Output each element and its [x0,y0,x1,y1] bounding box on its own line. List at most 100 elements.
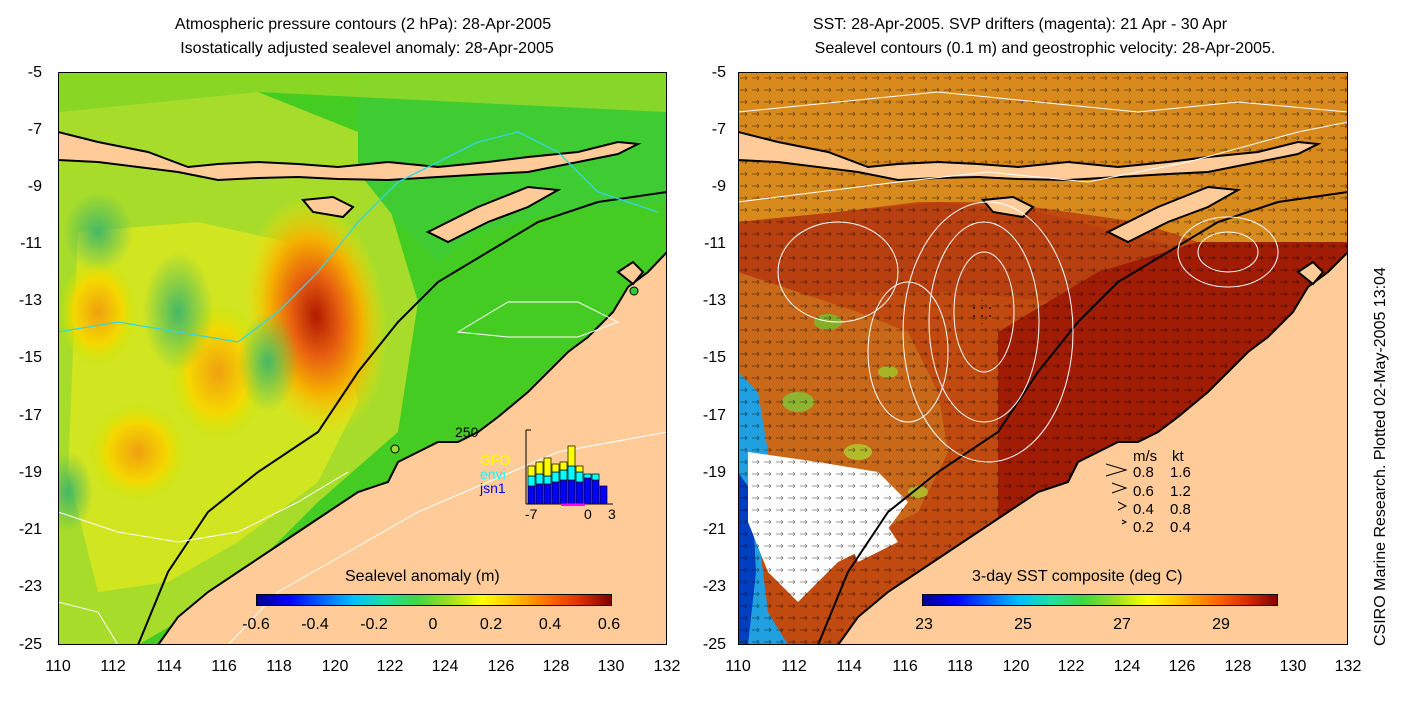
tanimbar-island-right [1296,260,1325,286]
right-colorbar-title: 3-day SST composite (deg C) [972,568,1183,585]
left-x-tick: 116 [211,658,237,675]
right-y-tick: -25 [702,636,726,653]
inset-legend-jsn1: jsn1 [480,480,506,496]
left-x-tick: 110 [45,658,71,675]
australia-land [156,250,667,645]
left-y-tick: -7 [27,121,42,138]
left-x-tick: 118 [266,658,292,675]
velocity-legend-kt: 0.8 [1170,501,1191,518]
inset-x-label-zero: 0 [584,506,592,522]
right-x-tick: 126 [1168,658,1196,675]
right-x-tick: 118 [947,658,973,675]
velocity-legend-kt: 0.4 [1170,519,1191,536]
shelf-edge-contour [137,191,667,645]
right-title-line2: Sealevel contours (0.1 m) and geostrophi… [814,40,1276,57]
inset-x-label-max: 3 [608,506,616,522]
left-y-tick: -13 [18,292,42,309]
left-map [58,72,667,645]
right-y-tick: -11 [704,235,726,252]
left-x-tick: 130 [597,658,625,675]
left-x-tick: 126 [487,658,515,675]
left-title-line2: Isostatically adjusted sealevel anomaly:… [180,40,554,57]
right-y-tick: -17 [702,407,726,424]
left-y-tick: -15 [18,349,42,366]
left-y-tick: -23 [18,578,42,595]
inset-ymax-label: 250 [455,424,479,440]
right-x-tick: 132 [1334,658,1362,675]
right-map [738,72,1348,645]
left-x-tick: 122 [376,658,404,675]
right-x-tick: 130 [1279,658,1307,675]
right-y-tick: -7 [711,121,726,138]
left-y-tick: -17 [18,407,42,424]
right-x-tick: 122 [1057,658,1085,675]
cool-blob-3 [238,312,298,412]
right-y-tick: -15 [702,349,726,366]
cool-blob-2 [143,252,213,372]
right-colorbar-tick: 27 [1113,616,1131,633]
timor-island [425,185,562,244]
java-nusa-tenggara-right [738,130,1322,182]
velocity-legend-header-ms: m/s [1133,448,1158,465]
histogram-bars [527,445,608,505]
left-colorbar-tick: 0.2 [479,616,503,633]
velocity-legend-kt: 1.6 [1170,464,1191,481]
left-x-tick: 128 [542,658,570,675]
velocity-legend-header-kt: kt [1172,448,1184,465]
right-y-tick: -21 [702,521,726,538]
left-colorbar-tick: 0.6 [597,616,621,633]
right-y-tick: -19 [702,464,726,481]
sumba-island [301,195,355,219]
left-y-tick: -11 [20,235,42,252]
timor-island-right [1105,185,1242,244]
left-colorbar [256,594,612,606]
inset-legend-envi: envi [480,466,506,482]
inset-legend-gfo: GFO [480,452,511,468]
left-colorbar-tick: 0.4 [538,616,562,633]
left-x-tick: 112 [100,658,126,675]
right-x-tick: 120 [1002,658,1030,675]
velocity-legend-ms: 0.8 [1133,464,1154,481]
side-credit: CSIRO Marine Research. Plotted 02-May-20… [1372,267,1389,646]
pressure-contour-cyan [58,131,659,343]
pressure-contour-white-1 [58,471,349,543]
left-y-tick: -21 [18,521,42,538]
right-x-tick: 124 [1113,658,1141,675]
right-colorbar [922,594,1278,606]
tide-gauge-marker-2 [629,286,639,296]
left-colorbar-tick: -0.2 [360,616,388,633]
right-colorbar-tick: 29 [1212,616,1230,633]
velocity-legend-ms: 0.2 [1133,519,1154,536]
shelf-edge-contour-right [817,191,1348,645]
inset-histogram [525,429,613,506]
left-colorbar-tick: -0.6 [242,616,270,633]
left-colorbar-tick: 0 [428,616,438,633]
right-colorbar-tick: 23 [915,616,933,633]
right-x-tick: 128 [1224,658,1252,675]
right-y-tick: -23 [702,578,726,595]
left-x-tick: 124 [431,658,459,675]
left-x-tick: 114 [156,658,182,675]
right-y-tick: -5 [711,64,726,81]
left-y-tick: -25 [18,636,42,653]
right-x-tick: 114 [836,658,862,675]
left-colorbar-title: Sealevel anomaly (m) [345,568,500,585]
pressure-contour-white-4 [58,601,119,645]
right-title-line1: SST: 28-Apr-2005. SVP drifters (magenta)… [812,16,1228,33]
velocity-legend-kt: 1.2 [1170,483,1191,500]
left-y-tick: -19 [18,464,42,481]
left-y-tick: -9 [27,178,42,195]
right-y-tick: -9 [711,178,726,195]
right-y-tick: -13 [702,292,726,309]
left-y-tick: -5 [27,64,42,81]
sealevel-contours [738,91,1348,463]
warm-eddy-left [58,257,138,367]
pressure-contour-white-2 [227,431,667,645]
inset-x-label-min: -7 [525,506,538,522]
pressure-contour-white-3 [456,301,620,338]
right-x-tick: 110 [725,658,751,675]
java-nusa-tenggara [58,130,642,182]
warm-eddy-south [88,402,188,502]
australia-land-right [836,250,1348,645]
tide-gauge-marker-1 [390,444,400,454]
